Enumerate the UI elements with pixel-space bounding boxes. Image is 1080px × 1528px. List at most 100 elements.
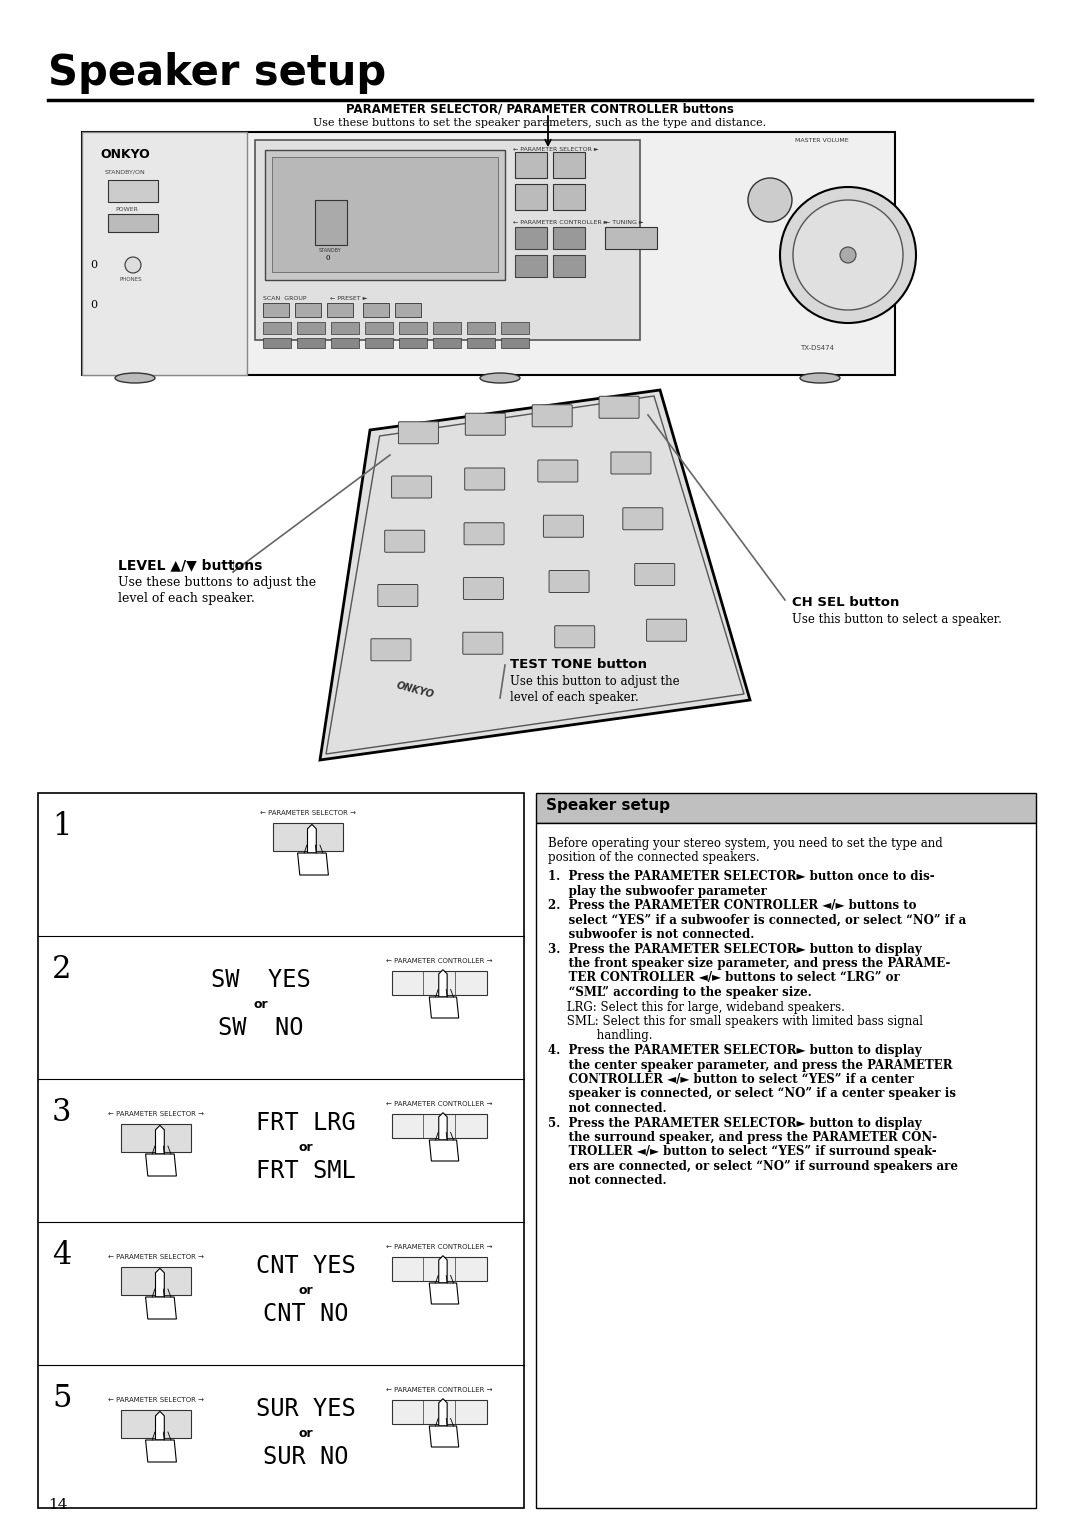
Text: 14: 14 (48, 1497, 67, 1513)
Text: TROLLER ◄/► button to select “YES” if surround speak-: TROLLER ◄/► button to select “YES” if su… (548, 1146, 936, 1158)
FancyBboxPatch shape (599, 396, 639, 419)
FancyBboxPatch shape (384, 530, 424, 552)
Ellipse shape (114, 373, 156, 384)
Text: ← PARAMETER SELECTOR →: ← PARAMETER SELECTOR → (108, 1254, 204, 1261)
FancyBboxPatch shape (399, 422, 438, 443)
Bar (515, 151, 546, 177)
Text: ← PARAMETER SELECTOR →: ← PARAMETER SELECTOR → (108, 1111, 204, 1117)
FancyBboxPatch shape (635, 564, 675, 585)
Text: SUR YES: SUR YES (256, 1397, 356, 1421)
Text: play the subwoofer parameter: play the subwoofer parameter (548, 885, 767, 897)
Text: SML: Select this for small speakers with limited bass signal: SML: Select this for small speakers with… (548, 1015, 923, 1028)
Polygon shape (438, 970, 447, 996)
Polygon shape (156, 1126, 164, 1154)
Circle shape (125, 257, 141, 274)
Text: 0: 0 (90, 260, 97, 270)
Bar (264, 322, 291, 335)
Bar (392, 1258, 487, 1280)
Text: PHONES: PHONES (120, 277, 143, 283)
Text: ← PARAMETER CONTROLLER →: ← PARAMETER CONTROLLER → (386, 958, 492, 964)
Text: Use these buttons to adjust the: Use these buttons to adjust the (118, 576, 316, 588)
FancyBboxPatch shape (370, 639, 410, 660)
Text: ← PARAMETER SELECTOR →: ← PARAMETER SELECTOR → (260, 810, 356, 816)
Bar (121, 1267, 191, 1296)
Text: not connected.: not connected. (548, 1102, 666, 1115)
Bar (297, 338, 325, 348)
Text: ers are connected, or select “NO” if surround speakers are: ers are connected, or select “NO” if sur… (548, 1160, 958, 1174)
Bar (264, 303, 289, 316)
Text: ← TUNING ►: ← TUNING ► (605, 220, 644, 225)
Text: ONKYO: ONKYO (395, 680, 435, 700)
Text: 3.  Press the PARAMETER SELECTOR► button to display: 3. Press the PARAMETER SELECTOR► button … (548, 943, 921, 955)
Text: the surround speaker, and press the PARAMETER CON-: the surround speaker, and press the PARA… (548, 1131, 937, 1144)
Bar (265, 150, 505, 280)
Bar (399, 338, 427, 348)
Text: Before operating your stereo system, you need to set the type and: Before operating your stereo system, you… (548, 837, 943, 850)
Polygon shape (430, 1140, 459, 1161)
Text: SW  YES: SW YES (211, 969, 311, 992)
Text: level of each speaker.: level of each speaker. (510, 691, 638, 704)
FancyBboxPatch shape (378, 585, 418, 607)
FancyBboxPatch shape (647, 619, 687, 642)
Text: “SML” according to the speaker size.: “SML” according to the speaker size. (548, 986, 812, 999)
Bar (605, 228, 657, 249)
Text: LEVEL ▲/▼ buttons: LEVEL ▲/▼ buttons (118, 558, 262, 571)
Circle shape (748, 177, 792, 222)
Text: CONTROLLER ◄/► button to select “YES” if a center: CONTROLLER ◄/► button to select “YES” if… (548, 1073, 914, 1086)
Text: or: or (299, 1284, 313, 1297)
Bar (330, 338, 359, 348)
Bar (255, 141, 640, 341)
Text: SW  NO: SW NO (218, 1016, 303, 1041)
Text: the front speaker size parameter, and press the PARAME-: the front speaker size parameter, and pr… (548, 957, 950, 970)
Polygon shape (308, 825, 316, 853)
Text: 2.  Press the PARAMETER CONTROLLER ◄/► buttons to: 2. Press the PARAMETER CONTROLLER ◄/► bu… (548, 898, 917, 912)
Text: LRG: Select this for large, wideband speakers.: LRG: Select this for large, wideband spe… (548, 1001, 845, 1013)
Bar (108, 214, 158, 232)
Text: 2: 2 (52, 953, 71, 986)
Text: SUR NO: SUR NO (264, 1445, 349, 1468)
Text: SCAN  GROUP: SCAN GROUP (264, 296, 307, 301)
Text: speaker is connected, or select “NO” if a center speaker is: speaker is connected, or select “NO” if … (548, 1088, 956, 1100)
FancyBboxPatch shape (465, 413, 505, 435)
Text: Speaker setup: Speaker setup (546, 798, 670, 813)
Text: Use this button to adjust the: Use this button to adjust the (510, 675, 679, 688)
Text: PARAMETER SELECTOR/ PARAMETER CONTROLLER buttons: PARAMETER SELECTOR/ PARAMETER CONTROLLER… (346, 102, 734, 116)
Bar (363, 303, 389, 316)
Text: STANDBY/ON: STANDBY/ON (105, 170, 146, 176)
Bar (553, 255, 585, 277)
Bar (330, 322, 359, 335)
Bar (467, 322, 495, 335)
FancyBboxPatch shape (623, 507, 663, 530)
Bar (121, 1410, 191, 1438)
Bar (315, 200, 347, 244)
Text: ← PARAMETER CONTROLLER →: ← PARAMETER CONTROLLER → (386, 1244, 492, 1250)
Text: POWER: POWER (114, 206, 138, 212)
Bar (553, 151, 585, 177)
FancyBboxPatch shape (464, 523, 504, 545)
Bar (536, 824, 1036, 1508)
Bar (82, 131, 247, 374)
Bar (399, 322, 427, 335)
FancyBboxPatch shape (543, 515, 583, 538)
Bar (395, 303, 421, 316)
Bar (392, 1114, 487, 1138)
Bar (121, 1125, 191, 1152)
Polygon shape (430, 1426, 459, 1447)
Text: level of each speaker.: level of each speaker. (118, 591, 255, 605)
Polygon shape (156, 1412, 164, 1439)
Ellipse shape (480, 373, 519, 384)
Text: Speaker setup: Speaker setup (48, 52, 387, 95)
Polygon shape (438, 1112, 447, 1140)
Text: CNT NO: CNT NO (264, 1302, 349, 1326)
Text: FRT SML: FRT SML (256, 1160, 356, 1183)
Text: ← PARAMETER CONTROLLER →: ← PARAMETER CONTROLLER → (386, 1387, 492, 1394)
Text: or: or (299, 1427, 313, 1439)
Bar (501, 338, 529, 348)
Bar (365, 338, 393, 348)
Text: select “YES” if a subwoofer is connected, or select “NO” if a: select “YES” if a subwoofer is connected… (548, 914, 967, 926)
FancyBboxPatch shape (538, 460, 578, 481)
Polygon shape (438, 1398, 447, 1426)
Polygon shape (438, 1256, 447, 1284)
Text: 5.  Press the PARAMETER SELECTOR► button to display: 5. Press the PARAMETER SELECTOR► button … (548, 1117, 921, 1129)
Text: MASTER VOLUME: MASTER VOLUME (795, 138, 849, 144)
